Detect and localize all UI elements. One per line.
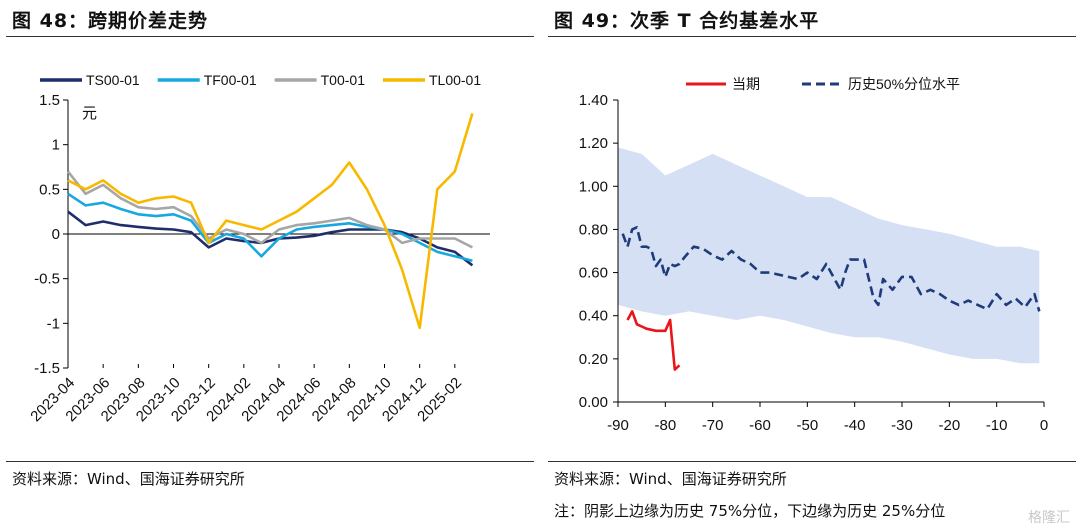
right-legend-label-current: 当期 [732,76,760,92]
left-y-tick-label: -1.5 [34,360,60,377]
left-legend-label: TF00-01 [204,72,257,88]
right-y-tick-label: 0.40 [579,308,608,325]
right-chart-svg: 0.00 0.20 0.40 0.60 0.80 1.00 1.20 1.40 -90 -80 -7… [579,76,1048,434]
left-y-tick-label: -0.5 [34,271,60,288]
right-x-tick-label: -80 [654,417,676,434]
right-y-tick-label: 0.20 [579,351,608,368]
left-source-text: 资料来源：Wind、国海证券研究所 [12,470,245,488]
left-series-line-ts00-01 [67,210,474,267]
right-y-tick-label: 0.00 [579,394,608,411]
right-figure-title: 图 49：次季 T 合约基差水平 [554,10,820,32]
right-x-tick-label: -30 [891,417,913,434]
watermark-text: 格隆汇 [1028,510,1070,526]
right-source-text: 资料来源：Wind、国海证券研究所 [554,470,787,488]
left-legend-label: TL00-01 [429,72,481,88]
left-series-line-t00-01 [66,170,473,249]
left-y-tick-label: 1.5 [39,92,60,109]
right-series-median-line [621,226,1041,312]
right-bottom-rule [548,461,1076,462]
left-y-tick-label: 1 [52,137,60,154]
right-note-text: 注：阴影上边缘为历史 75%分位，下边缘为历史 25%分位 [554,502,946,520]
left-bottom-rule [6,461,534,462]
right-top-rule [548,36,1076,37]
right-figure-panel: 图 49：次季 T 合约基差水平 0.00 0.20 0.40 0.60 0.80 1.0… [548,0,1076,531]
right-y-tick-label: 1.20 [579,135,608,152]
left-y-tick-label: 0.5 [39,181,60,198]
right-x-tick-label: -60 [749,417,771,434]
right-x-tick-label: -40 [844,417,866,434]
right-percentile-band [618,147,1040,364]
right-series-current-line [626,310,681,371]
left-y-tick-label: -1 [47,315,60,332]
right-y-tick-label: 1.00 [579,178,608,195]
right-x-tick-label: -10 [986,417,1008,434]
right-legend-label-median: 历史50%分位水平 [848,76,960,92]
left-chart-svg: -1.5-1-0.500.511.5元2023-042023-062023-08… [27,72,490,425]
right-x-tick-label: -20 [938,417,960,434]
left-series-line-tf00-01 [67,192,473,263]
left-y-tick-label: 0 [52,226,60,243]
left-legend-label: TS00-01 [86,72,140,88]
right-y-tick-label: 0.80 [579,221,608,238]
left-legend-label: T00-01 [321,72,366,88]
left-top-rule [6,36,534,37]
left-figure-title: 图 48：跨期价差走势 [12,10,209,32]
left-unit-label: 元 [82,105,97,122]
right-y-tick-label: 0.60 [579,265,608,282]
right-x-tick-label: -70 [702,417,724,434]
right-y-tick-label: 1.40 [579,92,608,109]
left-series-line-tl00-01 [67,113,474,330]
right-x-tick-label: -90 [607,417,629,434]
left-figure-panel: 图 48：跨期价差走势 -1.5 -1 -0.5 0 0.5 1 1.5 元 2023-04 20… [6,0,534,531]
right-x-tick-label: -50 [796,417,818,434]
right-x-tick-label: 0 [1040,417,1048,434]
